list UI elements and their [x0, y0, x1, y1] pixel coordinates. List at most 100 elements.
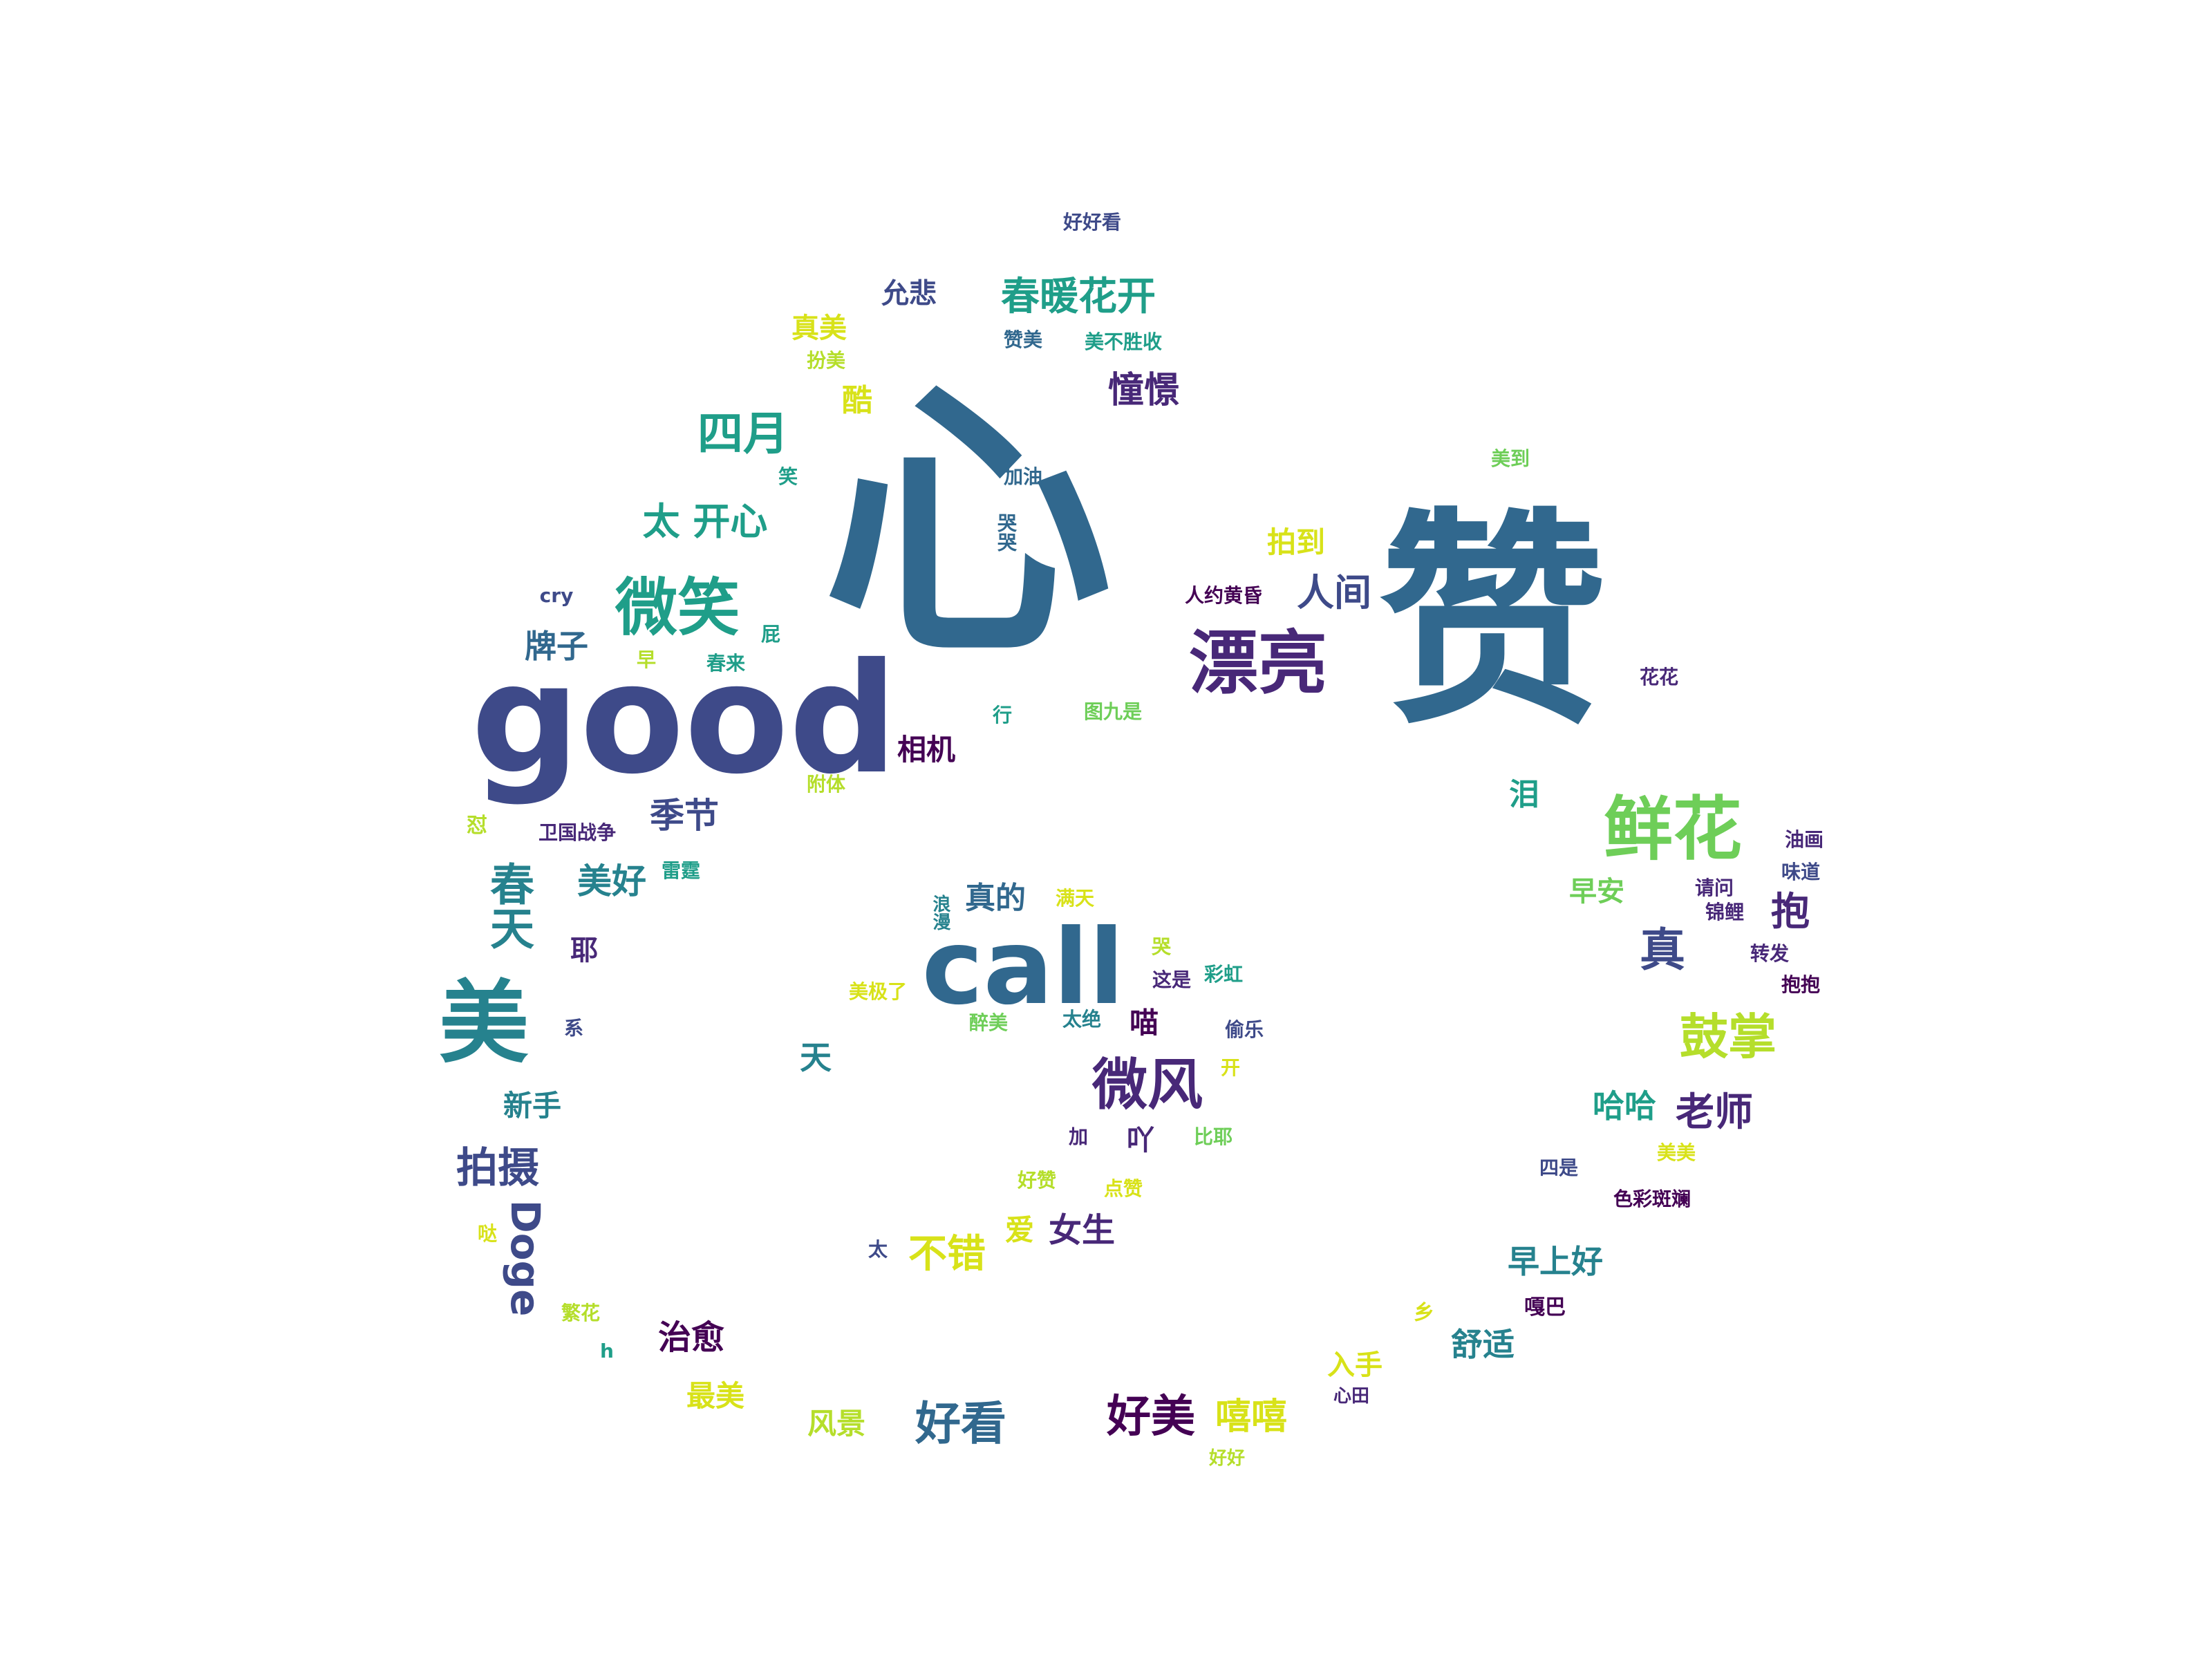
word-cloud-term: 人约黄昏	[1184, 584, 1263, 607]
word-cloud-term: 太绝	[1062, 1008, 1102, 1031]
word-cloud-term: 好美	[1107, 1391, 1195, 1443]
word-cloud-term: 色彩斑斓	[1613, 1188, 1691, 1210]
word-cloud-term: 微笑	[615, 572, 740, 644]
word-cloud-term: 图九是	[1083, 700, 1143, 723]
word-cloud-term: 憧憬	[1107, 370, 1181, 411]
word-cloud-term: 真美	[791, 312, 847, 344]
word-cloud-term: 抱抱	[1781, 973, 1821, 996]
word-cloud-term: 比耶	[1193, 1125, 1233, 1148]
word-cloud-term: 嘎巴	[1524, 1295, 1566, 1320]
word-cloud-term: 女生	[1048, 1211, 1116, 1250]
word-cloud-term: 季节	[650, 796, 719, 836]
word-cloud-term: 醉美	[968, 1011, 1009, 1034]
word-cloud-term: 老师	[1676, 1090, 1753, 1135]
word-cloud-term: 人间	[1297, 571, 1371, 615]
word-cloud-term: 浪漫	[930, 894, 950, 930]
word-cloud-term: 赞美	[1003, 328, 1043, 351]
word-cloud-term: h	[600, 1340, 614, 1362]
word-cloud-term: 最美	[686, 1379, 745, 1413]
word-cloud-term: 哒	[477, 1222, 498, 1245]
word-cloud-term: 满天	[1055, 887, 1095, 910]
word-cloud-term: 太	[868, 1238, 888, 1261]
word-cloud-term: 笑	[778, 465, 798, 488]
word-cloud-term: 漂亮	[1189, 623, 1327, 704]
word-cloud-term: 赞	[1379, 489, 1607, 755]
word-cloud-term: 早上好	[1508, 1243, 1603, 1280]
word-cloud-term: 怼	[467, 814, 487, 838]
word-cloud-term: 牌子	[525, 628, 588, 665]
word-cloud-term: 味道	[1781, 861, 1821, 883]
word-cloud-term: 锦鲤	[1705, 901, 1745, 924]
word-cloud-term: 转发	[1750, 942, 1790, 965]
word-cloud-term: 心	[823, 356, 1113, 694]
word-cloud-term: 雷霆	[661, 859, 701, 882]
word-cloud-term: 行	[992, 704, 1013, 727]
word-cloud-term: 抱	[1771, 890, 1810, 935]
word-cloud-term: 偷乐	[1224, 1018, 1264, 1041]
word-cloud-term: 加油	[1003, 465, 1043, 488]
word-cloud-term: 嘻嘻	[1215, 1396, 1288, 1438]
word-cloud-term: 拍到	[1266, 525, 1326, 559]
word-cloud-term: 繁花	[561, 1302, 601, 1324]
word-cloud-term: 四是	[1539, 1156, 1579, 1179]
word-cloud-term: 拍摄	[456, 1144, 539, 1192]
word-cloud-term: 真	[1640, 924, 1685, 977]
word-cloud-term: 真的	[965, 881, 1026, 916]
word-cloud-term: 四月	[697, 407, 789, 460]
word-cloud-term: 请问	[1694, 877, 1734, 899]
word-cloud-term: 油画	[1784, 828, 1824, 851]
word-cloud-term: 喵	[1129, 1006, 1159, 1040]
word-cloud-term: 天	[800, 1039, 832, 1076]
word-cloud-term: 新手	[503, 1089, 562, 1123]
word-cloud-term: 好好	[1208, 1448, 1246, 1469]
word-cloud-term: 泪	[1509, 777, 1539, 812]
word-cloud-term: 花花	[1639, 666, 1679, 688]
word-cloud-term: 开	[1220, 1056, 1241, 1079]
word-cloud-term: 美美	[1656, 1141, 1696, 1164]
word-cloud-term: 附体	[806, 773, 846, 796]
word-cloud-term: 早安	[1569, 876, 1624, 908]
word-cloud-term: 吖	[1127, 1125, 1154, 1156]
word-cloud-term: 春天	[482, 861, 534, 950]
word-cloud-term: 美	[438, 971, 529, 1076]
word-cloud-term: 美极了	[848, 980, 908, 1003]
word-cloud-term: good	[471, 630, 898, 807]
word-cloud-term: 春来	[706, 652, 746, 675]
word-cloud-term: 乡	[1414, 1301, 1434, 1325]
word-cloud-term: 心田	[1333, 1386, 1370, 1407]
word-cloud-term: 加	[1068, 1125, 1089, 1148]
word-cloud-term: 舒适	[1451, 1326, 1515, 1363]
word-cloud-term: 允悲	[881, 278, 937, 310]
word-cloud-term: 哭哭	[995, 513, 1018, 552]
word-cloud-term: 哈哈	[1593, 1087, 1656, 1125]
word-cloud-term: 治愈	[657, 1318, 725, 1357]
word-cloud-term: 好好看	[1062, 211, 1122, 234]
word-cloud-term: 美到	[1490, 447, 1530, 470]
word-cloud-term: 春暖花开	[1001, 274, 1156, 319]
word-cloud-term: 早	[636, 648, 657, 671]
word-cloud-term: 酷	[842, 383, 872, 418]
word-cloud-term: 鲜花	[1604, 789, 1742, 870]
word-cloud-term: 哭	[1151, 935, 1172, 958]
word-cloud-term: 美好	[577, 861, 646, 901]
word-cloud-term: 太 开心	[642, 500, 768, 543]
word-cloud-term: 入手	[1327, 1349, 1382, 1381]
word-cloud-term: Doge	[502, 1199, 549, 1317]
word-cloud-term: 系	[563, 1017, 584, 1040]
word-cloud-term: 相机	[897, 733, 956, 767]
word-cloud-term: 好赞	[1017, 1169, 1057, 1192]
word-cloud-term: 微风	[1092, 1053, 1203, 1117]
word-cloud-term: 点赞	[1103, 1177, 1143, 1200]
word-cloud-term: 好看	[915, 1397, 1006, 1450]
word-cloud-term: 美不胜收	[1084, 330, 1163, 353]
word-cloud-term: call	[921, 908, 1125, 1028]
word-cloud-term: 卫国战争	[538, 821, 617, 844]
word-cloud-term: 屁	[760, 623, 781, 646]
word-cloud-term: 爱	[1004, 1213, 1035, 1247]
word-cloud-term: cry	[539, 584, 574, 607]
word-cloud-term: 风景	[807, 1407, 866, 1441]
word-cloud-term: 彩虹	[1203, 963, 1244, 986]
word-cloud-term: 扮美	[806, 349, 846, 372]
word-cloud-term: 不错	[908, 1232, 986, 1277]
